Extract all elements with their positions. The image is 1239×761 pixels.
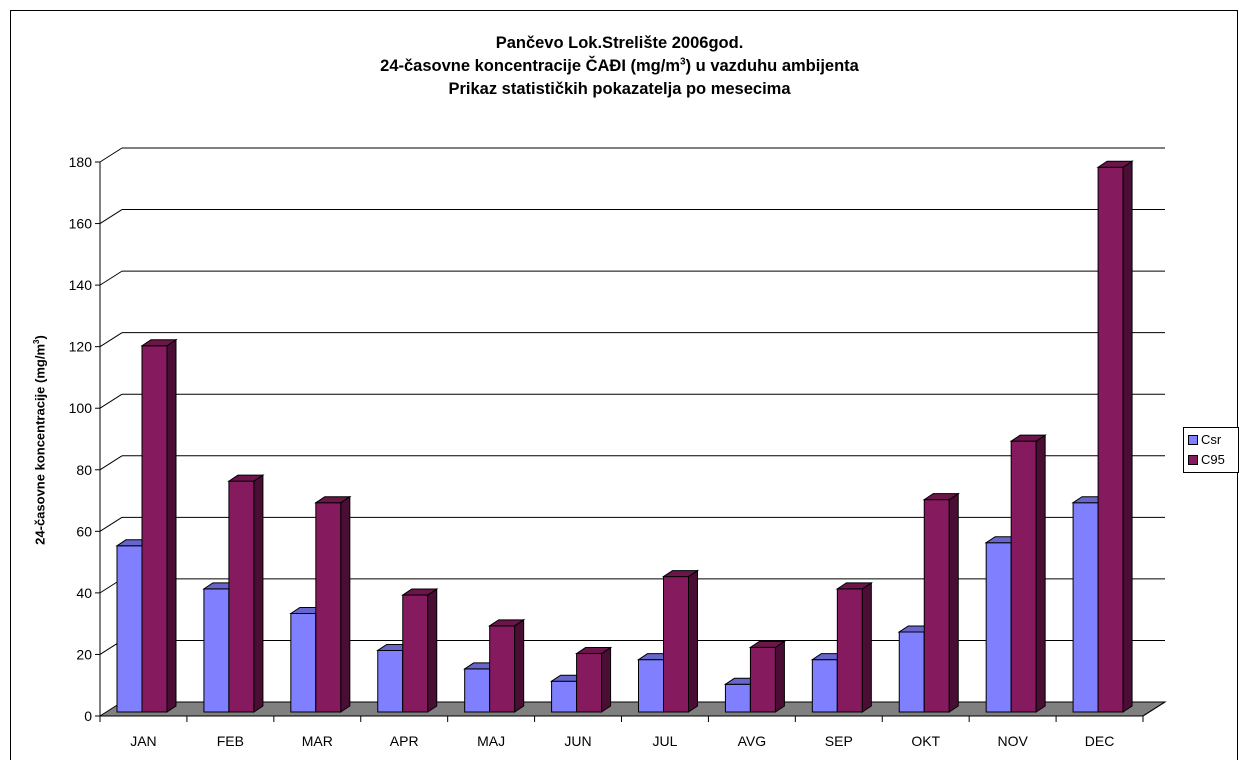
y-axis-label: 24-časovne koncentracije (mg/m3)	[32, 335, 48, 545]
bar-top	[748, 640, 787, 648]
bar-csr-jun	[551, 680, 578, 713]
bar-top	[835, 582, 873, 590]
bar-csr-jan	[116, 545, 143, 713]
x-tick-label-jul: JUL	[653, 733, 678, 749]
bar-side	[601, 646, 612, 713]
y-tick-label: 160	[69, 216, 93, 232]
bar-c95-sep	[836, 588, 863, 713]
x-tick-label-sep: SEP	[825, 733, 853, 749]
bar-side	[514, 618, 525, 713]
bar-side	[774, 640, 785, 713]
bar-c95-mar	[315, 502, 342, 713]
bar-c95-apr	[402, 594, 429, 713]
gridline-depth	[99, 209, 123, 224]
gridline-depth	[99, 270, 123, 286]
bar-side	[1122, 160, 1133, 713]
x-tick-label-jun: JUN	[564, 733, 591, 749]
bar-side	[688, 569, 698, 713]
y-tick-label: 120	[69, 339, 93, 355]
chart-title-line-3: Prikaz statističkih pokazatelja po mesec…	[448, 80, 791, 98]
x-tick-label-okt: OKT	[911, 733, 940, 749]
bar-side	[1035, 434, 1046, 713]
legend-label-csr: Csr	[1201, 432, 1222, 447]
x-tick-label-jan: JAN	[130, 733, 156, 749]
bar-c95-avg	[749, 646, 776, 713]
bar-c95-dec	[1097, 166, 1124, 713]
x-tick-label-nov: NOV	[997, 733, 1028, 749]
y-tick-label: 20	[76, 646, 92, 662]
bar-c95-okt	[923, 499, 950, 713]
x-axis-depth-edge	[1142, 701, 1166, 717]
legend-item-c95: C95	[1188, 452, 1225, 468]
bar-c95-jun	[576, 653, 603, 713]
bars	[115, 160, 1134, 713]
bar-top	[661, 570, 700, 578]
x-tick-label-maj: MAJ	[477, 733, 505, 749]
bar-side	[253, 474, 264, 713]
x-tick-label-mar: MAR	[302, 733, 333, 749]
gridline-depth	[99, 455, 123, 471]
bar-top	[488, 619, 526, 627]
bar-c95-feb	[228, 480, 255, 713]
x-tick-label-dec: DEC	[1085, 733, 1115, 749]
legend-swatch-csr	[1188, 434, 1198, 445]
gridline-depth	[99, 393, 123, 409]
y-tick-label: 40	[76, 585, 92, 601]
bar-csr-maj	[464, 668, 491, 713]
bar-top	[227, 474, 265, 482]
bar-top	[401, 588, 439, 596]
y-tick-label: 180	[69, 154, 93, 170]
legend-label-c95: C95	[1201, 452, 1225, 467]
bar-csr-nov	[985, 542, 1012, 713]
y-tick-label: 0	[84, 708, 92, 724]
y-tick-label: 100	[69, 400, 93, 416]
x-tick-label-apr: APR	[390, 733, 419, 749]
legend: Csr C95	[1183, 427, 1239, 473]
chart-title-line-1: Pančevo Lok.Strelište 2006god.	[495, 34, 744, 52]
bar-c95-jan	[141, 345, 168, 713]
bar-csr-feb	[203, 588, 230, 713]
gridline-depth	[99, 147, 123, 163]
bar-csr-mar	[290, 613, 317, 713]
bar-top	[314, 496, 352, 504]
chart-title: Pančevo Lok.Strelište 2006god. 24-časovn…	[0, 32, 1239, 101]
bar-csr-dec	[1072, 502, 1099, 713]
bar-csr-okt	[898, 631, 925, 713]
bar-top	[922, 493, 960, 501]
y-tick-label: 60	[76, 523, 92, 539]
bar-side	[340, 495, 351, 713]
legend-swatch-c95	[1188, 454, 1198, 465]
gridline-depth	[99, 332, 123, 348]
bar-csr-avg	[724, 683, 751, 713]
x-tick-label-feb: FEB	[217, 733, 244, 749]
x-tick-label-avg: AVG	[738, 733, 767, 749]
bar-top	[574, 647, 613, 655]
bar-top	[1096, 160, 1134, 168]
bar-c95-nov	[1010, 440, 1037, 713]
bar-csr-sep	[811, 659, 838, 713]
chart-title-line-2: 24-časovne koncentracije ČAĐI (mg/m3) u …	[380, 56, 859, 75]
y-tick-label: 140	[69, 277, 93, 293]
gridline-depth	[99, 516, 123, 532]
bar-c95-maj	[489, 625, 516, 713]
legend-item-csr: Csr	[1188, 432, 1221, 448]
y-tick-label: 80	[76, 462, 92, 478]
bar-c95-jul	[663, 576, 689, 713]
bar-side	[427, 588, 438, 713]
bar-side	[166, 338, 177, 713]
bar-top	[140, 339, 178, 347]
bar-side	[861, 581, 872, 713]
bar-side	[948, 492, 959, 713]
bar-csr-jul	[638, 659, 664, 713]
bar-csr-apr	[377, 649, 404, 713]
axes: 0 20 40 60 80 100 120 140 160 180 JAN FEB MAR APR MAJ J…	[69, 154, 1166, 749]
bar-top	[1009, 434, 1047, 442]
